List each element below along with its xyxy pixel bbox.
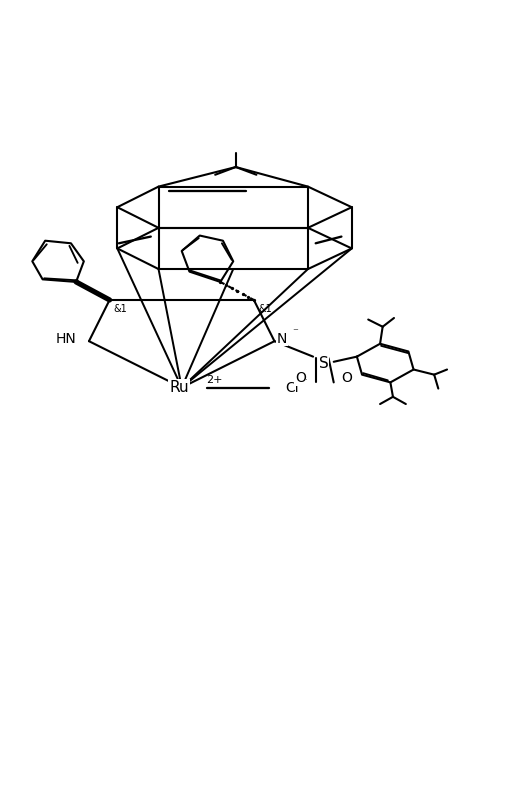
Text: ⁻: ⁻: [300, 376, 307, 388]
Text: O: O: [341, 372, 352, 385]
Text: Cl: Cl: [285, 380, 298, 395]
Text: ⁻: ⁻: [293, 327, 298, 337]
Text: N: N: [277, 331, 287, 346]
Text: S: S: [319, 355, 328, 371]
Text: &1: &1: [114, 304, 127, 314]
Text: Ru: Ru: [169, 380, 189, 395]
Text: &1: &1: [258, 304, 272, 314]
Text: HN: HN: [55, 331, 76, 346]
Text: O: O: [295, 372, 306, 385]
Text: 2+: 2+: [207, 375, 223, 384]
